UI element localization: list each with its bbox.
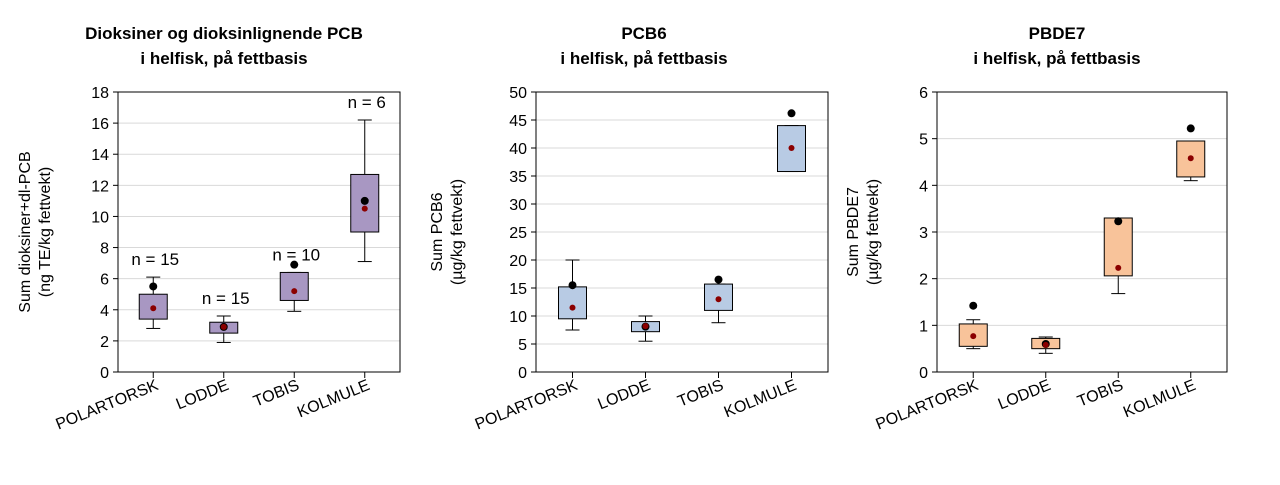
black-marker (149, 282, 158, 291)
y-tick-label: 12 (91, 178, 109, 195)
black-marker (290, 260, 299, 269)
chart-title-line1: PCB6 (621, 24, 666, 43)
y-axis-label-line2: (µg/kg fettvekt) (865, 179, 882, 285)
y-tick-label: 1 (919, 318, 928, 335)
red-marker (715, 296, 722, 303)
black-marker (1186, 124, 1195, 133)
chart-title-line1: Dioksiner og dioksinlignende PCB (85, 24, 363, 43)
chart-panel-3: PBDE7 i helfisk, på fettbasis 0 1 2 3 4 5 6 Sum P… (845, 24, 1228, 434)
y-tick-label: 20 (509, 253, 527, 270)
y-tick-label: 10 (91, 209, 109, 226)
y-axis-label-line2: (ng TE/kg fettvekt) (37, 167, 54, 297)
x-tick-label: TOBIS (675, 377, 726, 411)
y-tick-label: 2 (919, 272, 928, 289)
y-tick-label: 0 (100, 365, 109, 382)
red-marker (569, 304, 576, 311)
y-tick-label: 25 (509, 225, 527, 242)
x-tick-label: LODDE (996, 377, 1053, 413)
y-tick-label: 4 (100, 303, 109, 320)
y-tick-label: 16 (91, 116, 109, 133)
box (1176, 140, 1206, 178)
y-axis-label-line2: (µg/kg fettvekt) (449, 179, 466, 285)
black-marker (568, 281, 577, 290)
x-tick-label: POLARTORSK (54, 377, 162, 434)
plot-area-frame (936, 91, 1228, 373)
chart-panel-1: Dioksiner og dioksinlignende PCB i helfis… (17, 24, 401, 434)
n-label: n = 10 (272, 245, 320, 264)
y-tick-label: 10 (509, 309, 527, 326)
y-tick-label: 0 (919, 365, 928, 382)
chart-title-line2: i helfisk, på fettbasis (140, 49, 307, 68)
red-marker (642, 323, 649, 330)
y-axis-label: Sum PCB6 (µg/kg fettvekt) (429, 179, 466, 285)
y-tick-label: 3 (919, 225, 928, 242)
x-tick-label: KOLMULE (295, 377, 372, 421)
box (279, 271, 309, 301)
y-tick-label: 45 (509, 113, 527, 130)
red-marker (291, 288, 298, 295)
black-marker (360, 196, 369, 205)
plot-area-frame (117, 91, 401, 373)
plot-area-frame (535, 91, 829, 373)
black-marker (787, 109, 796, 118)
x-tick-label: LODDE (174, 377, 231, 413)
y-tick-label: 18 (91, 85, 109, 102)
chart-title-line2: i helfisk, på fettbasis (560, 49, 727, 68)
x-tick-label: LODDE (596, 377, 653, 413)
x-tick-label: TOBIS (1075, 377, 1126, 411)
red-marker (788, 145, 795, 151)
red-marker (220, 323, 227, 330)
chart-title-line2: i helfisk, på fettbasis (973, 49, 1140, 68)
y-tick-label: 4 (919, 178, 928, 195)
chart-title-line1: PBDE7 (1029, 24, 1086, 43)
y-axis-label-line1: Sum dioksiner+dl-PCB (17, 151, 34, 312)
y-tick-label: 14 (91, 147, 109, 164)
y-tick-label: 6 (919, 85, 928, 102)
n-label: n = 15 (202, 289, 250, 308)
y-tick-label: 40 (509, 141, 527, 158)
y-tick-label: 50 (509, 85, 527, 102)
red-marker (361, 205, 368, 212)
y-tick-label: 15 (509, 281, 527, 298)
y-tick-label: 5 (518, 337, 527, 354)
n-label: n = 15 (131, 250, 179, 269)
y-tick-label: 6 (100, 272, 109, 289)
y-axis-label-line1: Sum PBDE7 (845, 187, 862, 277)
x-tick-label: POLARTORSK (473, 377, 581, 434)
x-tick-label: KOLMULE (1121, 377, 1198, 421)
black-marker (714, 275, 723, 284)
y-tick-label: 35 (509, 169, 527, 186)
red-marker (150, 305, 157, 312)
x-tick-label: KOLMULE (722, 377, 799, 421)
y-tick-label: 2 (100, 334, 109, 351)
y-axis-label-line1: Sum PCB6 (429, 192, 446, 271)
y-tick-label: 30 (509, 197, 527, 214)
chart-panel-2: PCB6 i helfisk, på fettbasis 0 5 10 15 20 25 30 3… (429, 24, 829, 434)
red-marker (1115, 264, 1122, 271)
y-axis-label: Sum PBDE7 (µg/kg fettvekt) (845, 179, 882, 285)
y-axis-label: Sum dioksiner+dl-PCB (ng TE/kg fettvekt) (17, 151, 54, 312)
red-marker (1187, 155, 1194, 162)
red-marker (1042, 341, 1049, 348)
black-marker (969, 301, 978, 310)
y-tick-label: 0 (518, 365, 527, 382)
n-label: n = 6 (348, 93, 386, 112)
y-tick-label: 8 (100, 241, 109, 258)
box (558, 286, 587, 320)
x-tick-label: POLARTORSK (874, 377, 982, 434)
red-marker (970, 333, 977, 340)
y-tick-label: 5 (919, 132, 928, 149)
black-marker (1114, 217, 1123, 226)
